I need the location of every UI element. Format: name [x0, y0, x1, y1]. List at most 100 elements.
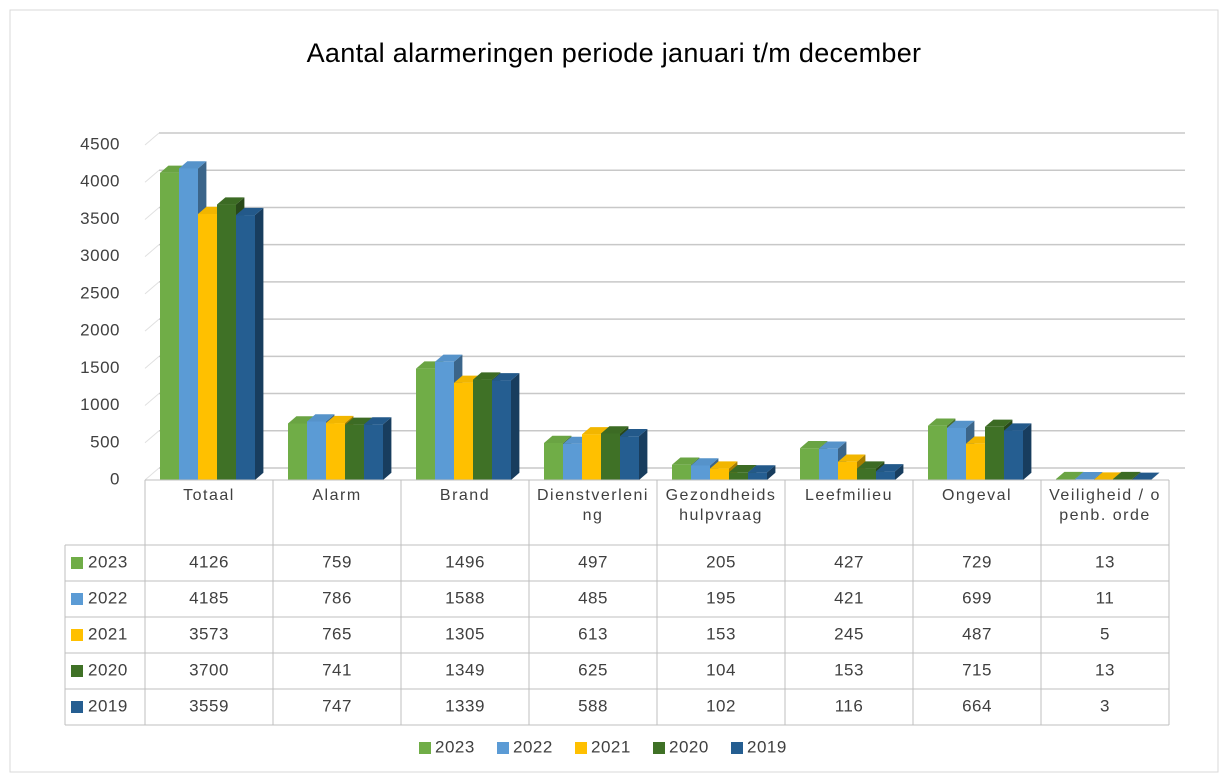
bar	[729, 472, 748, 480]
table-value: 245	[834, 624, 864, 643]
x-tick-label: Brand	[439, 487, 491, 504]
table-value: 13	[1095, 660, 1115, 679]
bar	[435, 361, 454, 480]
bar	[620, 436, 639, 480]
bar-side	[255, 207, 264, 480]
bar-top	[1056, 471, 1084, 480]
table-value: 729	[962, 552, 992, 571]
bar-top	[236, 207, 264, 216]
bar	[800, 448, 819, 480]
bar	[748, 472, 767, 480]
grid-line-depth	[144, 355, 160, 369]
bar-side	[767, 465, 776, 480]
x-tick-label: Gezondheidshulpvraag	[665, 487, 777, 524]
table-value: 13	[1095, 552, 1115, 571]
x-tick-label: Alarm	[312, 487, 362, 504]
bar-top	[364, 417, 392, 425]
table-value: 613	[578, 624, 608, 643]
table-value: 699	[962, 588, 992, 607]
bar	[876, 471, 895, 480]
legend-key	[653, 742, 665, 754]
bar	[492, 380, 511, 480]
chart-title: Aantal alarmeringen periode januari t/m …	[307, 38, 922, 68]
legend-label: 2023	[435, 737, 475, 756]
table-value: 3573	[189, 624, 229, 643]
table-value: 427	[834, 552, 864, 571]
bar	[1004, 430, 1023, 480]
x-tick-label: Ongeval	[941, 487, 1013, 504]
row-label: 2019	[88, 696, 128, 715]
table-value: 195	[706, 588, 736, 607]
legend-key	[731, 742, 743, 754]
legend-label: 2019	[747, 737, 787, 756]
y-tick-label: 4500	[80, 134, 120, 153]
grid-line-depth	[144, 430, 160, 444]
row-key	[71, 665, 83, 677]
bar	[985, 426, 1004, 480]
bar-top	[819, 441, 847, 449]
bar	[198, 214, 217, 480]
y-tick-label: 3000	[80, 246, 120, 265]
bar-top	[928, 418, 956, 426]
bar-top	[748, 465, 776, 473]
bar-top	[326, 415, 354, 424]
table-value: 3559	[189, 696, 229, 715]
bar	[672, 464, 691, 480]
table-value: 765	[322, 624, 352, 643]
bar-top	[838, 454, 866, 462]
bar	[928, 425, 947, 480]
bar-top	[729, 465, 757, 473]
legend-key	[497, 742, 509, 754]
table-value: 153	[706, 624, 736, 643]
category-cell: Totaal	[183, 487, 233, 504]
table-value: 421	[834, 588, 864, 607]
bar	[544, 443, 563, 480]
x-tick-label: Leefmilieu	[805, 487, 893, 504]
bar-side	[383, 417, 392, 480]
table-value: 715	[962, 660, 992, 679]
table-value: 4185	[189, 588, 229, 607]
table-value: 741	[322, 660, 352, 679]
category-cell: Leefmilieu	[805, 487, 893, 504]
legend-key	[419, 742, 431, 754]
category-cell: Ongeval	[941, 487, 1013, 504]
bar-side	[1023, 423, 1032, 480]
table-value: 1496	[445, 552, 485, 571]
bar	[179, 168, 198, 480]
table-value: 3700	[189, 660, 229, 679]
table-value: 497	[578, 552, 608, 571]
table-value: 487	[962, 624, 992, 643]
row-key	[71, 593, 83, 605]
bar-top	[1113, 471, 1141, 480]
bar-top	[620, 429, 648, 437]
grid-line-depth	[144, 207, 160, 220]
table-value: 116	[835, 696, 864, 715]
bar	[947, 427, 966, 480]
table-value: 4126	[189, 552, 229, 571]
bar	[473, 379, 492, 480]
table-value: 104	[706, 660, 736, 679]
table-value: 664	[962, 696, 992, 715]
bar	[838, 461, 857, 480]
bar-side	[895, 464, 904, 480]
row-key	[71, 557, 83, 569]
bar-top	[307, 414, 335, 422]
bar-top	[217, 197, 245, 205]
bar	[364, 424, 383, 480]
bar	[345, 424, 364, 480]
grid-line-depth	[144, 169, 160, 183]
bar-top	[947, 420, 975, 428]
bar-top	[601, 426, 629, 434]
bar-top	[492, 373, 520, 381]
legend-label: 2020	[669, 737, 709, 756]
bar-side	[511, 373, 520, 480]
category-cell: Alarm	[312, 487, 362, 504]
grid-line-depth	[144, 132, 160, 146]
bar	[710, 468, 729, 480]
bar-top	[473, 372, 501, 380]
bar-top	[710, 461, 738, 469]
bar	[582, 434, 601, 480]
bar	[966, 443, 985, 480]
x-tick-label: Veiligheid / openb. orde	[1049, 487, 1161, 524]
y-tick-label: 1500	[80, 358, 120, 377]
